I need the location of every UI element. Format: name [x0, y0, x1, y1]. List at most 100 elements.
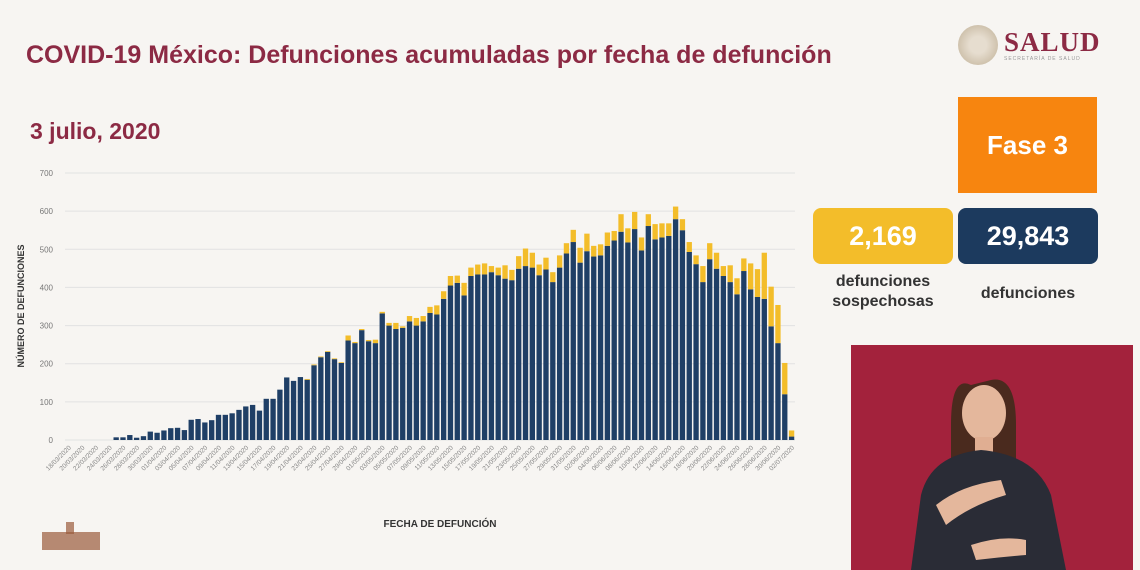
bar-suspected	[652, 224, 658, 240]
bar-confirmed	[434, 314, 440, 440]
bar-confirmed	[413, 325, 420, 440]
bar-suspected	[707, 243, 713, 260]
bar-suspected	[304, 378, 310, 380]
bar-suspected	[461, 282, 467, 296]
bar-suspected	[720, 266, 727, 276]
bar-confirmed	[570, 242, 576, 440]
bar-confirmed	[277, 389, 283, 440]
bar-confirmed	[304, 379, 310, 440]
bar-confirmed	[181, 430, 188, 440]
bar-confirmed	[318, 357, 324, 440]
salud-logo: SALUD SECRETARÍA DE SALUD	[958, 25, 1101, 65]
y-tick-label: 0	[49, 436, 54, 445]
bar-confirmed	[140, 436, 147, 440]
bar-confirmed	[440, 298, 447, 440]
bar-suspected	[311, 364, 317, 366]
bar-confirmed	[591, 256, 597, 440]
bar-confirmed	[229, 413, 235, 440]
suspected-deaths-value: 2,169	[813, 208, 953, 264]
bar-confirmed	[666, 235, 672, 440]
bar-confirmed	[249, 404, 256, 440]
bar-suspected	[768, 286, 774, 327]
bar-suspected	[481, 263, 488, 275]
bar-confirmed	[386, 325, 392, 440]
bar-suspected	[782, 362, 788, 395]
bar-confirmed	[604, 245, 611, 440]
bar-confirmed	[447, 285, 454, 440]
bar-suspected	[536, 264, 542, 276]
bar-suspected	[475, 264, 481, 275]
interpreter-figure	[911, 379, 1066, 570]
bar-suspected	[393, 322, 399, 330]
bar-confirmed	[352, 343, 358, 440]
bar-suspected	[434, 305, 440, 315]
bar-confirmed	[672, 219, 679, 440]
bar-suspected	[365, 340, 372, 342]
national-seal-icon	[958, 25, 998, 65]
bar-confirmed	[625, 242, 631, 440]
bar-confirmed	[195, 419, 201, 440]
bar-confirmed	[154, 432, 160, 440]
bar-suspected	[400, 326, 406, 328]
bar-suspected	[734, 278, 740, 295]
bar-confirmed	[693, 264, 699, 440]
bar-confirmed	[543, 269, 549, 440]
bar-suspected	[406, 316, 413, 322]
bar-confirmed	[700, 282, 706, 440]
bar-confirmed	[127, 435, 133, 440]
bar-confirmed	[577, 262, 583, 440]
y-tick-label: 200	[40, 360, 54, 369]
bar-confirmed	[202, 422, 208, 440]
bar-suspected	[727, 265, 733, 283]
bar-suspected	[747, 263, 754, 290]
bar-confirmed	[420, 321, 426, 440]
bar-confirmed	[461, 295, 467, 440]
bar-confirmed	[222, 414, 228, 440]
bar-confirmed	[236, 409, 242, 440]
bar-confirmed	[529, 267, 535, 440]
bar-suspected	[447, 275, 454, 286]
bar-confirmed	[522, 266, 529, 440]
bar-confirmed	[502, 278, 508, 440]
bar-suspected	[420, 316, 426, 322]
bar-confirmed	[161, 430, 167, 440]
bar-confirmed	[379, 313, 385, 440]
bar-confirmed	[400, 327, 406, 440]
bar-confirmed	[686, 251, 692, 440]
logo-subtitle: SECRETARÍA DE SALUD	[1004, 56, 1081, 62]
bar-confirmed	[372, 343, 379, 440]
bar-confirmed	[406, 321, 413, 440]
page-title: COVID-19 México: Defunciones acumuladas …	[26, 41, 832, 69]
bar-confirmed	[297, 377, 304, 440]
bar-confirmed	[556, 267, 563, 440]
y-tick-label: 300	[40, 322, 54, 331]
bar-confirmed	[652, 239, 658, 440]
bar-suspected	[775, 304, 781, 344]
bar-confirmed	[209, 420, 215, 440]
confirmed-deaths-label: defunciones	[980, 285, 1076, 302]
y-tick-label: 400	[40, 283, 54, 292]
bar-suspected	[679, 219, 686, 231]
phase-badge: Fase 3	[958, 97, 1097, 193]
bar-confirmed	[761, 298, 767, 440]
bar-suspected	[611, 230, 617, 241]
bar-confirmed	[741, 271, 747, 440]
confirmed-deaths-value: 29,843	[958, 208, 1098, 264]
bar-suspected	[413, 317, 420, 326]
bar-confirmed	[632, 229, 638, 440]
bar-confirmed	[290, 380, 297, 440]
bar-suspected	[556, 255, 563, 268]
bar-confirmed	[754, 296, 761, 440]
y-tick-label: 500	[40, 245, 54, 254]
bar-suspected	[604, 232, 611, 246]
bar-suspected	[638, 237, 645, 251]
bar-suspected	[584, 233, 590, 252]
bar-confirmed	[120, 437, 126, 440]
bar-suspected	[570, 229, 576, 243]
bar-confirmed	[597, 255, 604, 440]
bar-confirmed	[215, 414, 222, 440]
bar-confirmed	[338, 362, 344, 440]
footer-logo	[40, 520, 102, 552]
bar-confirmed	[788, 436, 795, 440]
